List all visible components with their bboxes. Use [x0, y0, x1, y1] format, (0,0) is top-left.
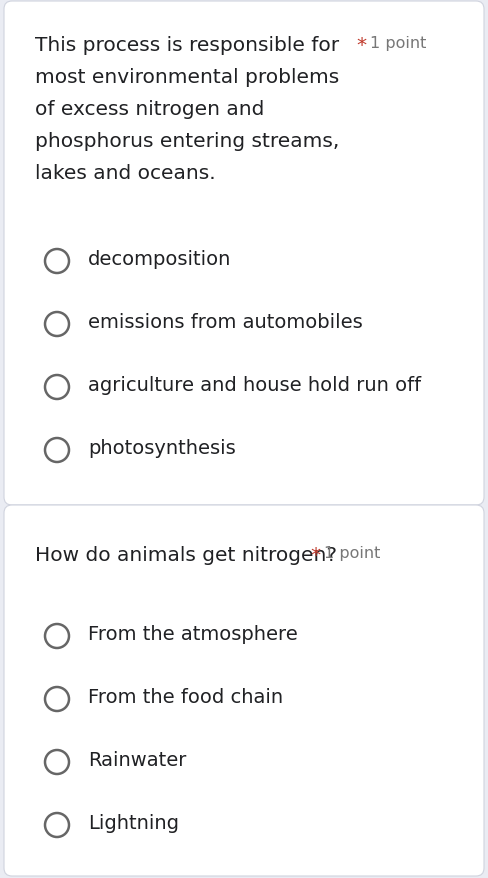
Text: decomposition: decomposition [88, 249, 231, 269]
FancyBboxPatch shape [4, 506, 484, 876]
Text: phosphorus entering streams,: phosphorus entering streams, [35, 132, 339, 151]
FancyBboxPatch shape [4, 2, 484, 506]
Text: Rainwater: Rainwater [88, 750, 186, 769]
Text: This process is responsible for: This process is responsible for [35, 36, 339, 55]
Text: How do animals get nitrogen?: How do animals get nitrogen? [35, 545, 337, 565]
Text: agriculture and house hold run off: agriculture and house hold run off [88, 376, 421, 394]
Text: of excess nitrogen and: of excess nitrogen and [35, 100, 264, 119]
Text: From the atmosphere: From the atmosphere [88, 624, 298, 644]
Text: *: * [356, 36, 366, 55]
Text: 1 point: 1 point [324, 545, 380, 560]
Text: emissions from automobiles: emissions from automobiles [88, 313, 363, 332]
Text: most environmental problems: most environmental problems [35, 68, 339, 87]
Text: Lightning: Lightning [88, 813, 179, 832]
Text: 1 point: 1 point [370, 36, 427, 51]
Text: *: * [310, 545, 320, 565]
Text: lakes and oceans.: lakes and oceans. [35, 164, 216, 183]
Text: From the food chain: From the food chain [88, 687, 283, 706]
Text: photosynthesis: photosynthesis [88, 438, 236, 457]
